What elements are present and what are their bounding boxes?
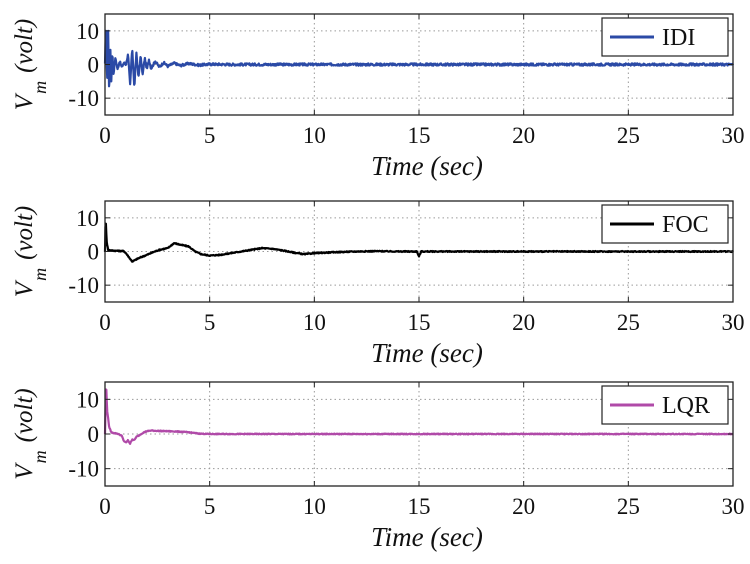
y-tick-label: 0 (88, 422, 100, 447)
series-line-foc (103, 222, 734, 263)
y-axis-label: Vm (volt) (11, 206, 50, 297)
y-axis-symbol: V (11, 92, 38, 110)
y-axis-subscript: m (30, 81, 50, 94)
y-tick-label: 0 (88, 53, 100, 78)
y-axis-unit: (volt) (11, 206, 38, 260)
series-line-lqr (103, 388, 734, 445)
y-tick-label: -10 (68, 273, 99, 298)
y-axis-symbol: V (11, 462, 38, 480)
x-tick-label: 30 (722, 310, 745, 335)
y-axis-subscript: m (30, 450, 50, 463)
x-tick-label: 25 (617, 310, 640, 335)
x-tick-label: 30 (722, 123, 745, 148)
y-tick-label: 10 (76, 19, 99, 44)
legend-lqr: LQR (601, 385, 729, 425)
x-tick-label: 25 (617, 123, 640, 148)
x-axis-label: Time (sec) (371, 151, 483, 181)
x-tick-label: 5 (204, 123, 216, 148)
y-axis-subscript: m (30, 268, 50, 281)
x-tick-label: 10 (303, 310, 326, 335)
y-tick-label: -10 (68, 457, 99, 482)
x-tick-label: 20 (512, 494, 535, 519)
y-tick-label: -10 (68, 86, 99, 111)
y-tick-label: 0 (88, 240, 100, 265)
x-tick-label: 5 (204, 494, 216, 519)
x-tick-label: 15 (408, 123, 431, 148)
legend-label: IDI (662, 25, 695, 51)
y-axis-label-text: Vm (volt) (11, 19, 50, 110)
x-tick-label: 20 (512, 123, 535, 148)
y-axis-symbol: V (11, 279, 38, 297)
y-tick-label: 10 (76, 387, 99, 412)
y-axis-unit: (volt) (11, 19, 38, 73)
y-axis-label: Vm (volt) (11, 19, 50, 110)
series-line-idi (103, 29, 735, 88)
x-tick-label: 20 (512, 310, 535, 335)
x-tick-label: 25 (617, 494, 640, 519)
y-tick-label: 10 (76, 206, 99, 231)
x-tick-label: 0 (99, 310, 111, 335)
x-tick-label: 0 (99, 494, 111, 519)
x-tick-label: 30 (722, 494, 745, 519)
x-axis-label: Time (sec) (371, 522, 483, 552)
x-tick-label: 15 (408, 494, 431, 519)
y-axis-label: Vm (volt) (11, 388, 50, 479)
x-tick-label: 0 (99, 123, 111, 148)
legend-label: LQR (662, 393, 710, 419)
x-axis-label: Time (sec) (371, 338, 483, 368)
x-tick-label: 5 (204, 310, 216, 335)
x-tick-label: 10 (303, 494, 326, 519)
legend-idi: IDI (601, 17, 729, 57)
x-tick-label: 10 (303, 123, 326, 148)
x-tick-label: 15 (408, 310, 431, 335)
y-axis-label-text: Vm (volt) (11, 388, 50, 479)
legend-foc: FOC (601, 204, 729, 244)
y-axis-label-text: Vm (volt) (11, 206, 50, 297)
legend-label: FOC (662, 212, 709, 238)
y-axis-unit: (volt) (11, 388, 38, 442)
